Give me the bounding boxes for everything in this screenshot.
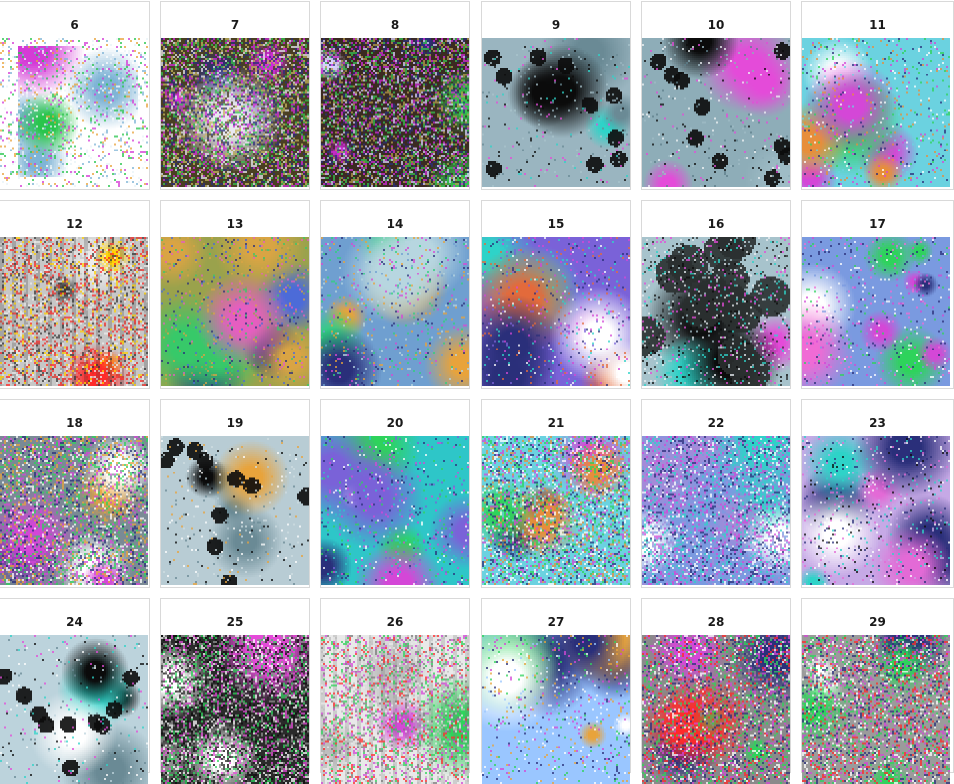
image-tile — [0, 237, 148, 386]
image-label: 15 — [547, 217, 565, 231]
image-tile — [161, 237, 309, 386]
image-card-23[interactable]: 23 — [801, 399, 954, 588]
image-label: 17 — [869, 217, 886, 231]
image-tile — [321, 436, 469, 585]
image-tile — [482, 38, 630, 187]
image-card-14[interactable]: 14 — [320, 200, 470, 389]
image-label: 24 — [66, 615, 83, 629]
image-tile — [0, 436, 148, 585]
image-card-21[interactable]: 21 — [481, 399, 631, 588]
image-tile — [321, 38, 469, 187]
image-label: 29 — [869, 615, 886, 629]
image-label: 25 — [226, 615, 244, 629]
image-tile — [0, 635, 148, 784]
image-label: 22 — [707, 416, 725, 430]
image-tile — [0, 38, 148, 187]
image-card-13[interactable]: 13 — [160, 200, 310, 389]
image-card-10[interactable]: 10 — [641, 1, 791, 190]
image-label: 26 — [386, 615, 404, 629]
image-card-9[interactable]: 9 — [481, 1, 631, 190]
image-card-8[interactable]: 8 — [320, 1, 470, 190]
image-tile — [802, 38, 950, 187]
image-tile — [802, 436, 950, 585]
image-card-11[interactable]: 11 — [801, 1, 954, 190]
image-card-18[interactable]: 18 — [0, 399, 150, 588]
image-label: 20 — [386, 416, 404, 430]
image-card-24[interactable]: 24 — [0, 598, 150, 784]
image-tile — [642, 38, 790, 187]
image-tile — [642, 436, 790, 585]
image-tile — [482, 635, 630, 784]
image-card-15[interactable]: 15 — [481, 200, 631, 389]
image-label: 8 — [390, 18, 400, 32]
image-label: 11 — [869, 18, 886, 32]
image-tile — [802, 635, 950, 784]
image-label: 16 — [707, 217, 725, 231]
image-card-28[interactable]: 28 — [641, 598, 791, 784]
image-card-16[interactable]: 16 — [641, 200, 791, 389]
image-card-6[interactable]: 6 — [0, 1, 150, 190]
image-card-22[interactable]: 22 — [641, 399, 791, 588]
image-tile — [161, 436, 309, 585]
image-tile — [802, 237, 950, 386]
image-label: 19 — [226, 416, 244, 430]
image-label: 6 — [70, 18, 79, 32]
image-tile — [642, 237, 790, 386]
image-card-29[interactable]: 29 — [801, 598, 954, 784]
image-card-7[interactable]: 7 — [160, 1, 310, 190]
image-label: 14 — [386, 217, 404, 231]
image-card-19[interactable]: 19 — [160, 399, 310, 588]
image-label: 18 — [66, 416, 83, 430]
image-label: 28 — [707, 615, 725, 629]
image-label: 9 — [551, 18, 561, 32]
image-label: 27 — [547, 615, 565, 629]
image-card-20[interactable]: 20 — [320, 399, 470, 588]
image-label: 7 — [230, 18, 240, 32]
image-card-25[interactable]: 25 — [160, 598, 310, 784]
image-label: 10 — [707, 18, 725, 32]
image-tile — [482, 237, 630, 386]
image-tile — [161, 635, 309, 784]
image-tile — [321, 635, 469, 784]
image-tile — [321, 237, 469, 386]
image-label: 21 — [547, 416, 565, 430]
image-tile — [161, 38, 309, 187]
image-card-17[interactable]: 17 — [801, 200, 954, 389]
image-card-27[interactable]: 27 — [481, 598, 631, 784]
image-card-26[interactable]: 26 — [320, 598, 470, 784]
image-label: 13 — [226, 217, 244, 231]
image-label: 12 — [66, 217, 83, 231]
image-tile — [482, 436, 630, 585]
image-card-12[interactable]: 12 — [0, 200, 150, 389]
image-label: 23 — [869, 416, 886, 430]
image-tile — [642, 635, 790, 784]
